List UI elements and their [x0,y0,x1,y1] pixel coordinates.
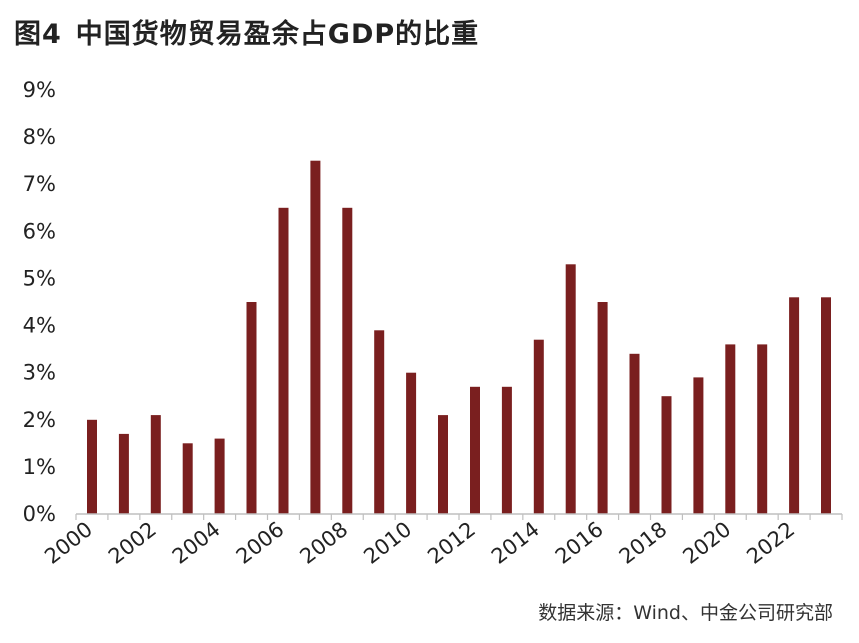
y-tick-label: 8% [23,125,56,149]
x-tick-label: 2010 [359,517,416,569]
x-tick-label: 2014 [487,517,544,569]
bar-2020 [725,344,736,514]
y-tick-label: 2% [23,408,56,432]
y-tick-label: 7% [23,172,56,196]
bar-2018 [661,396,672,514]
bar-2003 [182,443,193,514]
bar-2017 [629,353,640,514]
source-note: 数据来源：Wind、中金公司研究部 [538,602,833,624]
bar-2005 [246,302,257,514]
bar-2022 [789,297,800,514]
bar-2009 [374,330,385,514]
x-tick-label: 2020 [678,517,735,569]
x-tick-label: 2008 [295,517,352,569]
bar-2006 [278,207,289,515]
bar-2016 [597,302,608,514]
bar-2002 [150,415,161,514]
chart-title: 图4 中国货物贸易盈余占GDP的比重 [14,12,479,51]
x-tick-label: 2018 [615,517,672,569]
bar-2021 [757,344,768,514]
x-tick-label: 2022 [742,517,799,569]
bar-2008 [342,207,353,515]
bar-2004 [214,438,225,514]
y-tick-label: 9% [23,78,56,102]
x-tick-label: 2012 [423,517,480,569]
x-tick-label: 2004 [168,517,225,569]
x-tick-label: 2002 [104,517,161,569]
y-tick-label: 5% [23,266,56,290]
bar-2019 [693,377,704,514]
x-tick-label: 2006 [232,517,289,569]
bar-2014 [533,339,544,514]
bar-2010 [406,372,417,514]
y-tick-label: 4% [23,314,56,338]
y-tick-label: 1% [23,455,56,479]
figure-label: 图4 [14,19,62,50]
x-tick-label: 2016 [551,517,608,569]
bar-2001 [118,433,129,514]
bar-2023 [821,297,831,514]
bar-2011 [438,415,448,514]
title-text: 中国货物贸易盈余占GDP的比重 [75,19,480,50]
bar-2000 [87,419,97,514]
y-tick-label: 0% [23,502,56,526]
bar-2012 [470,386,480,514]
bar-2013 [501,386,512,514]
y-tick-label: 6% [23,219,56,243]
bar-2007 [310,160,321,514]
bar-2015 [565,264,576,514]
y-tick-label: 3% [23,361,56,385]
